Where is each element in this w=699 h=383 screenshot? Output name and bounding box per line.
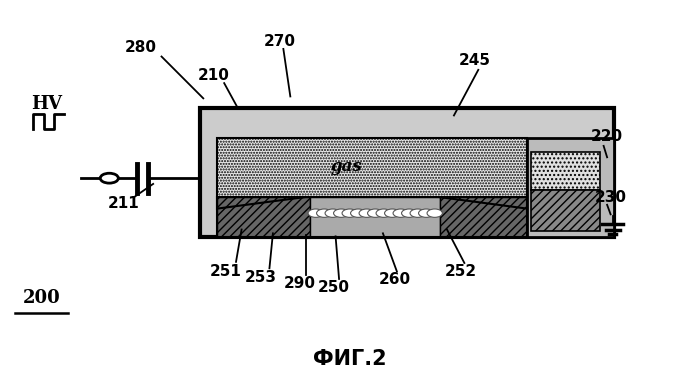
Text: 245: 245 <box>459 53 491 68</box>
Text: 270: 270 <box>264 34 296 49</box>
Circle shape <box>419 209 434 218</box>
Bar <box>217 197 310 237</box>
Text: 200: 200 <box>23 289 61 307</box>
Circle shape <box>368 209 383 218</box>
Bar <box>310 197 440 237</box>
Circle shape <box>393 209 408 218</box>
Text: 210: 210 <box>198 68 230 83</box>
Bar <box>531 190 600 231</box>
Text: 280: 280 <box>124 39 157 54</box>
Text: 252: 252 <box>445 264 477 279</box>
Text: 260: 260 <box>379 272 411 287</box>
Circle shape <box>317 209 332 218</box>
Circle shape <box>351 209 366 218</box>
Circle shape <box>401 209 417 218</box>
Bar <box>200 108 614 237</box>
Circle shape <box>359 209 375 218</box>
Text: 211: 211 <box>108 196 139 211</box>
Circle shape <box>384 209 400 218</box>
Bar <box>440 197 527 237</box>
Text: ФИГ.2: ФИГ.2 <box>312 349 387 369</box>
Circle shape <box>325 209 340 218</box>
Text: 253: 253 <box>245 270 276 285</box>
Circle shape <box>427 209 442 218</box>
Text: 251: 251 <box>210 264 242 279</box>
Text: 290: 290 <box>283 276 315 291</box>
Text: 220: 220 <box>591 129 624 144</box>
Bar <box>217 138 527 209</box>
Circle shape <box>100 173 118 183</box>
Bar <box>217 197 527 237</box>
Text: HV: HV <box>31 95 62 113</box>
Circle shape <box>342 209 357 218</box>
Text: gas: gas <box>330 158 362 175</box>
Text: 250: 250 <box>318 280 350 295</box>
Circle shape <box>308 209 324 218</box>
Text: 230: 230 <box>595 190 626 205</box>
Circle shape <box>410 209 426 218</box>
Circle shape <box>333 209 349 218</box>
Bar <box>531 152 600 190</box>
Bar <box>527 138 614 237</box>
Circle shape <box>376 209 391 218</box>
